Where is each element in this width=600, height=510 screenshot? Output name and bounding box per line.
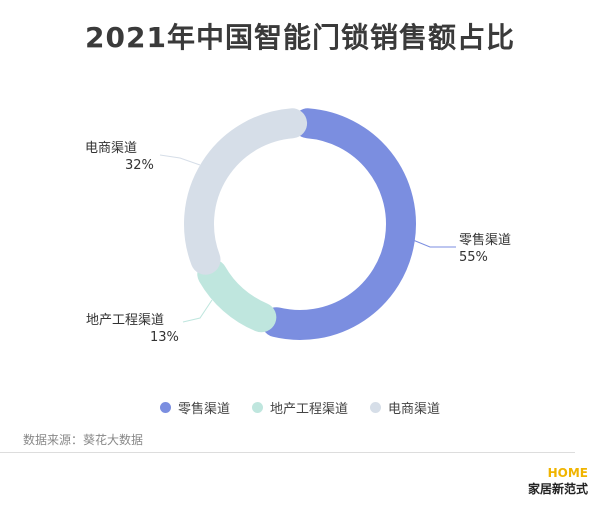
legend: 零售渠道 地产工程渠道 电商渠道 [0, 398, 600, 417]
legend-label: 地产工程渠道 [269, 402, 348, 417]
legend-item-retail[interactable]: 零售渠道 [159, 398, 230, 417]
label-value: 32% [125, 158, 154, 173]
donut-segment-retail[interactable] [261, 108, 416, 340]
label-category: 零售渠道 [459, 233, 512, 248]
donut-segment-realestate[interactable] [197, 259, 277, 333]
leader-line-realestate [182, 299, 213, 323]
data-label-realestate: 地产工程渠道 13% [86, 312, 179, 346]
chart-title: 2021年中国智能门锁销售额占比 [85, 21, 515, 54]
label-value: 13% [150, 330, 179, 345]
label-category: 地产工程渠道 [86, 313, 165, 328]
source-note: 数据来源：葵花大数据 [23, 433, 144, 447]
logo-text-bottom: 家居新范式 [527, 482, 588, 496]
data-label-ecommerce: 电商渠道 32% [85, 140, 154, 174]
divider [0, 452, 575, 453]
logo: HOME 家居新范式 [488, 466, 588, 497]
legend-item-realestate[interactable]: 地产工程渠道 [251, 398, 348, 417]
label-value: 55% [459, 250, 488, 265]
logo-text-top: HOME [547, 466, 588, 480]
label-category: 电商渠道 [85, 141, 138, 156]
legend-marker [159, 402, 171, 413]
legend-label: 零售渠道 [177, 402, 230, 417]
legend-label: 电商渠道 [388, 402, 441, 417]
legend-marker [370, 402, 381, 413]
leader-line-retail [412, 239, 456, 248]
legend-item-ecommerce[interactable]: 电商渠道 [370, 398, 440, 417]
donut-segment-ecommerce[interactable] [184, 108, 308, 275]
data-label-retail: 零售渠道 55% [459, 232, 511, 266]
legend-marker [251, 402, 263, 413]
leader-line-ecommerce [159, 154, 201, 166]
